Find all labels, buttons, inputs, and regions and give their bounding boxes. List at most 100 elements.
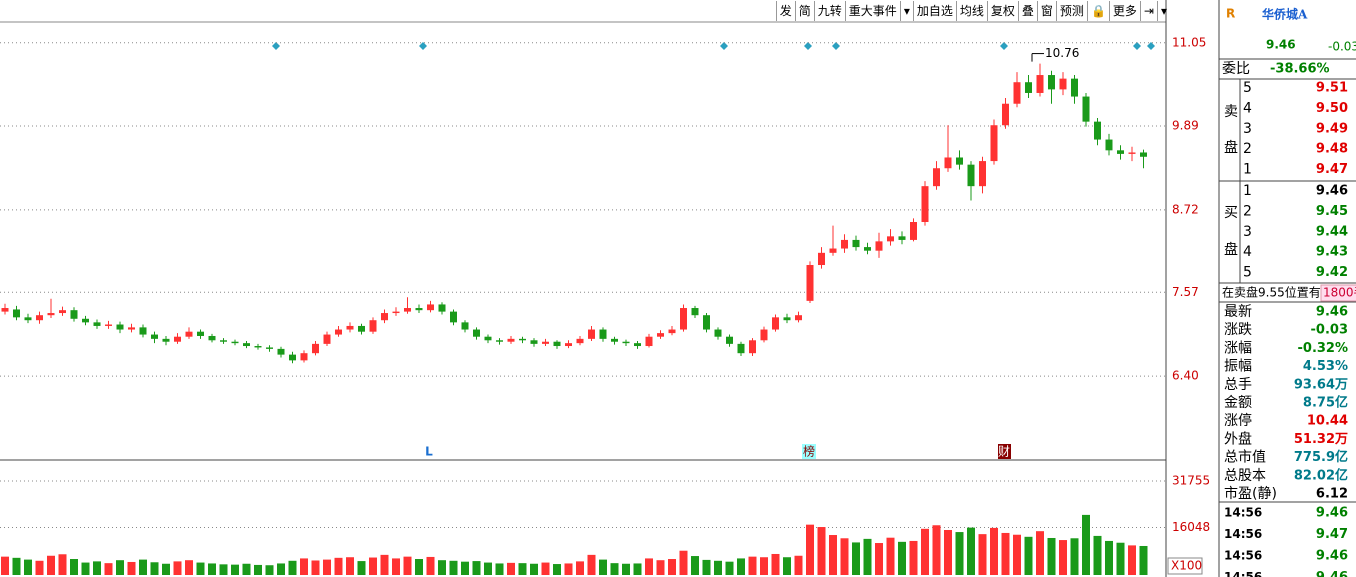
candle-body: [852, 239, 860, 248]
volume-bar: [633, 563, 642, 575]
volume-bar: [265, 565, 274, 575]
candle-body: [921, 186, 929, 223]
volume-bar: [886, 537, 895, 575]
toolbar-button[interactable]: 发: [775, 1, 795, 21]
volume-bar: [668, 559, 676, 575]
buy-level: 1: [1243, 183, 1252, 199]
candle-body: [1036, 75, 1044, 93]
marker-l: L: [425, 445, 433, 459]
y-tick-label: 6.40: [1172, 369, 1199, 383]
event-flag: [804, 42, 812, 50]
volume-bar: [541, 562, 550, 575]
candle-body: [139, 327, 147, 335]
stat-label: 最新: [1224, 304, 1252, 320]
candle-body: [611, 338, 618, 342]
volume-bar: [771, 553, 780, 575]
event-flag: [1147, 42, 1155, 50]
toolbar-button[interactable]: 重大事件: [844, 1, 900, 21]
volume-bar: [277, 563, 285, 575]
volume-bar: [104, 563, 113, 575]
candle-body: [875, 241, 883, 251]
candle-body: [1048, 75, 1055, 90]
stock-name: 华侨城A: [1262, 7, 1308, 22]
unit-box: [1167, 557, 1203, 575]
sell-label: 盘: [1224, 139, 1238, 156]
volume-bar: [932, 525, 941, 575]
volume-bar: [47, 555, 55, 575]
candle-body: [346, 325, 354, 330]
tick-price: 9.46: [1316, 506, 1348, 521]
toolbar-button[interactable]: 复权: [986, 1, 1018, 21]
candle-body: [1013, 82, 1021, 104]
volume-bar: [921, 528, 929, 575]
candle-body: [243, 343, 250, 347]
stat-value: 10.44: [1307, 414, 1348, 429]
volume-bar: [116, 560, 124, 575]
volume-bar: [599, 559, 607, 575]
toolbar-button[interactable]: ⇥: [1139, 1, 1157, 21]
candle-body: [93, 322, 101, 326]
volume-bar: [587, 554, 596, 575]
volume-bar: [553, 564, 561, 575]
toolbar-button[interactable]: 窗: [1036, 1, 1056, 21]
buy-price: 9.45: [1316, 204, 1348, 219]
volume-bar: [817, 527, 826, 575]
candle-body: [381, 313, 388, 321]
candle-body: [450, 311, 457, 323]
candle-body: [427, 304, 434, 311]
toolbar-button[interactable]: ▾: [899, 1, 913, 21]
volume-bar: [1001, 532, 1010, 575]
y-tick-label: 16048: [1172, 520, 1210, 534]
volume-bar: [93, 561, 101, 575]
toolbar-button[interactable]: 更多: [1108, 1, 1140, 21]
tick-price: 9.46: [1316, 549, 1348, 564]
volume-bar: [127, 561, 136, 575]
candle-body: [622, 341, 630, 344]
max-label: 10.76: [1045, 46, 1079, 60]
toolbar-button[interactable]: 简: [794, 1, 814, 21]
candle-body: [266, 347, 273, 349]
stat-label: 总股本: [1224, 468, 1266, 484]
candle-body: [657, 333, 664, 337]
volume-bar: [1128, 545, 1136, 575]
sell-price: 9.49: [1316, 121, 1348, 136]
tick-price: 9.47: [1316, 527, 1348, 542]
toolbar-button[interactable]: 🔒: [1086, 1, 1109, 21]
volume-bar: [70, 559, 78, 575]
buy-price: 9.43: [1316, 245, 1348, 260]
candle-body: [910, 222, 917, 240]
candle-body: [24, 317, 32, 321]
volume-bar: [863, 538, 872, 575]
candle-body: [105, 324, 112, 326]
candle-body: [323, 334, 331, 344]
ratio-label: 委比: [1222, 61, 1250, 77]
candle-body: [277, 348, 285, 355]
candle-body: [795, 315, 802, 321]
sell-price: 9.50: [1316, 101, 1348, 116]
stat-value: 6.12: [1316, 487, 1348, 502]
volume-bar: [185, 560, 193, 575]
volume-bar: [955, 532, 964, 575]
stat-label: 金额: [1224, 395, 1252, 411]
buy-price: 9.46: [1316, 184, 1348, 199]
candle-body: [783, 317, 791, 321]
stat-value: -0.03: [1311, 323, 1348, 338]
sell-level: 4: [1243, 100, 1252, 116]
candle-body: [1, 308, 9, 312]
candle-body: [415, 308, 423, 311]
candle-body: [1071, 78, 1078, 97]
y-tick-label: 31755: [1172, 473, 1210, 487]
stat-label: 振幅: [1224, 359, 1252, 375]
toolbar-button[interactable]: 九转: [813, 1, 845, 21]
toolbar-button[interactable]: 加自选: [912, 1, 956, 21]
marker-box: [802, 444, 816, 459]
toolbar-button[interactable]: 预测: [1055, 1, 1087, 21]
volume-bar: [484, 562, 492, 575]
toolbar-button[interactable]: 均线: [955, 1, 987, 21]
buy-level: 3: [1243, 224, 1252, 240]
candle-body: [956, 157, 963, 165]
toolbar-button[interactable]: 叠: [1017, 1, 1037, 21]
candle-body: [197, 331, 204, 336]
stat-label: 涨跌: [1224, 322, 1252, 338]
toolbar-button[interactable]: ▾: [1156, 1, 1170, 21]
